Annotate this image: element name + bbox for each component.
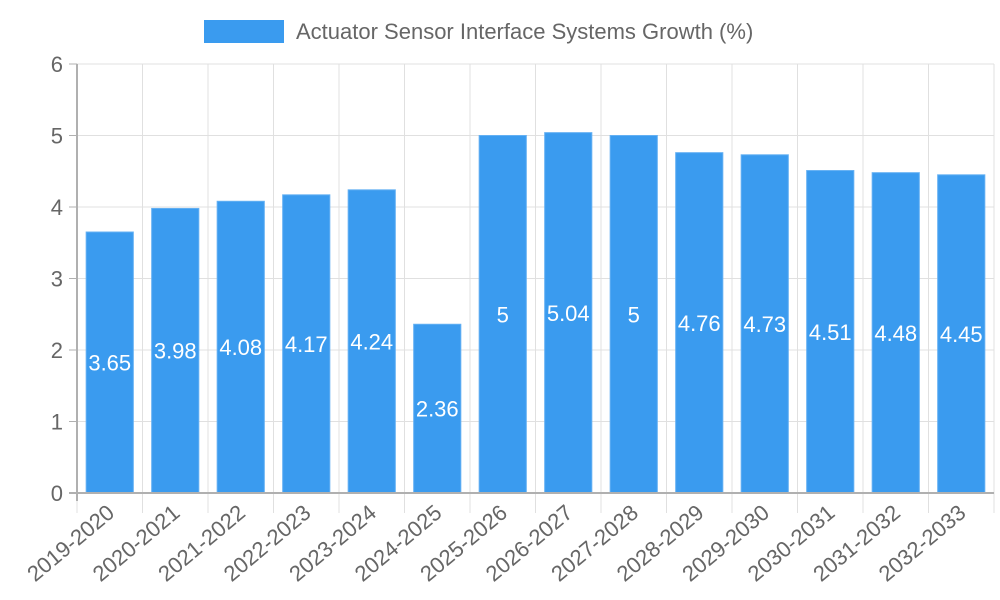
- bar[interactable]: [478, 135, 527, 494]
- grid-lines: [76, 63, 995, 513]
- bar[interactable]: [871, 172, 920, 494]
- y-tick-label: 0: [51, 481, 63, 506]
- y-tick-label: 4: [51, 195, 63, 220]
- legend-label: Actuator Sensor Interface Systems Growth…: [296, 19, 753, 44]
- bar[interactable]: [347, 189, 396, 494]
- bar-value-label: 3.65: [88, 351, 131, 376]
- bar-value-label: 5: [628, 302, 640, 327]
- bar-value-label: 4.51: [809, 320, 852, 345]
- bar-value-label: 5: [497, 302, 509, 327]
- bar-value-label: 4.45: [940, 322, 983, 347]
- bar[interactable]: [675, 152, 724, 494]
- bar[interactable]: [609, 135, 658, 494]
- bar-value-label: 4.48: [874, 321, 917, 346]
- bar-value-label: 4.76: [678, 311, 721, 336]
- y-tick-label: 1: [51, 410, 63, 435]
- bar-value-label: 4.24: [350, 329, 393, 354]
- bar-value-label: 3.98: [154, 339, 197, 364]
- y-axis-ticks: 0 1 2 3 4 5 6: [51, 52, 77, 506]
- y-tick-label: 6: [51, 52, 63, 77]
- bar[interactable]: [216, 200, 265, 494]
- axes: [69, 64, 994, 501]
- bars: [85, 132, 986, 494]
- legend-swatch: [204, 20, 284, 43]
- bar[interactable]: [413, 323, 462, 494]
- bar[interactable]: [544, 132, 593, 494]
- bar-value-label: 4.08: [219, 335, 262, 360]
- y-tick-label: 5: [51, 124, 63, 149]
- bar-value-label: 5.04: [547, 301, 590, 326]
- bar-value-label: 4.73: [743, 312, 786, 337]
- y-tick-label: 3: [51, 267, 63, 292]
- x-axis-ticks: 2019-20202020-20212021-20222022-20232023…: [22, 500, 970, 587]
- bar[interactable]: [282, 194, 331, 494]
- bar-value-label: 4.17: [285, 332, 328, 357]
- bar[interactable]: [740, 154, 789, 494]
- legend[interactable]: Actuator Sensor Interface Systems Growth…: [204, 19, 753, 44]
- bar[interactable]: [937, 174, 986, 494]
- y-tick-label: 2: [51, 338, 63, 363]
- bar[interactable]: [806, 170, 855, 494]
- data-labels: 3.65 3.98 4.08 4.17 4.24 2.36 5 5.04 5 4.76 4.73 4.…: [88, 301, 982, 422]
- bar-value-label: 2.36: [416, 397, 459, 422]
